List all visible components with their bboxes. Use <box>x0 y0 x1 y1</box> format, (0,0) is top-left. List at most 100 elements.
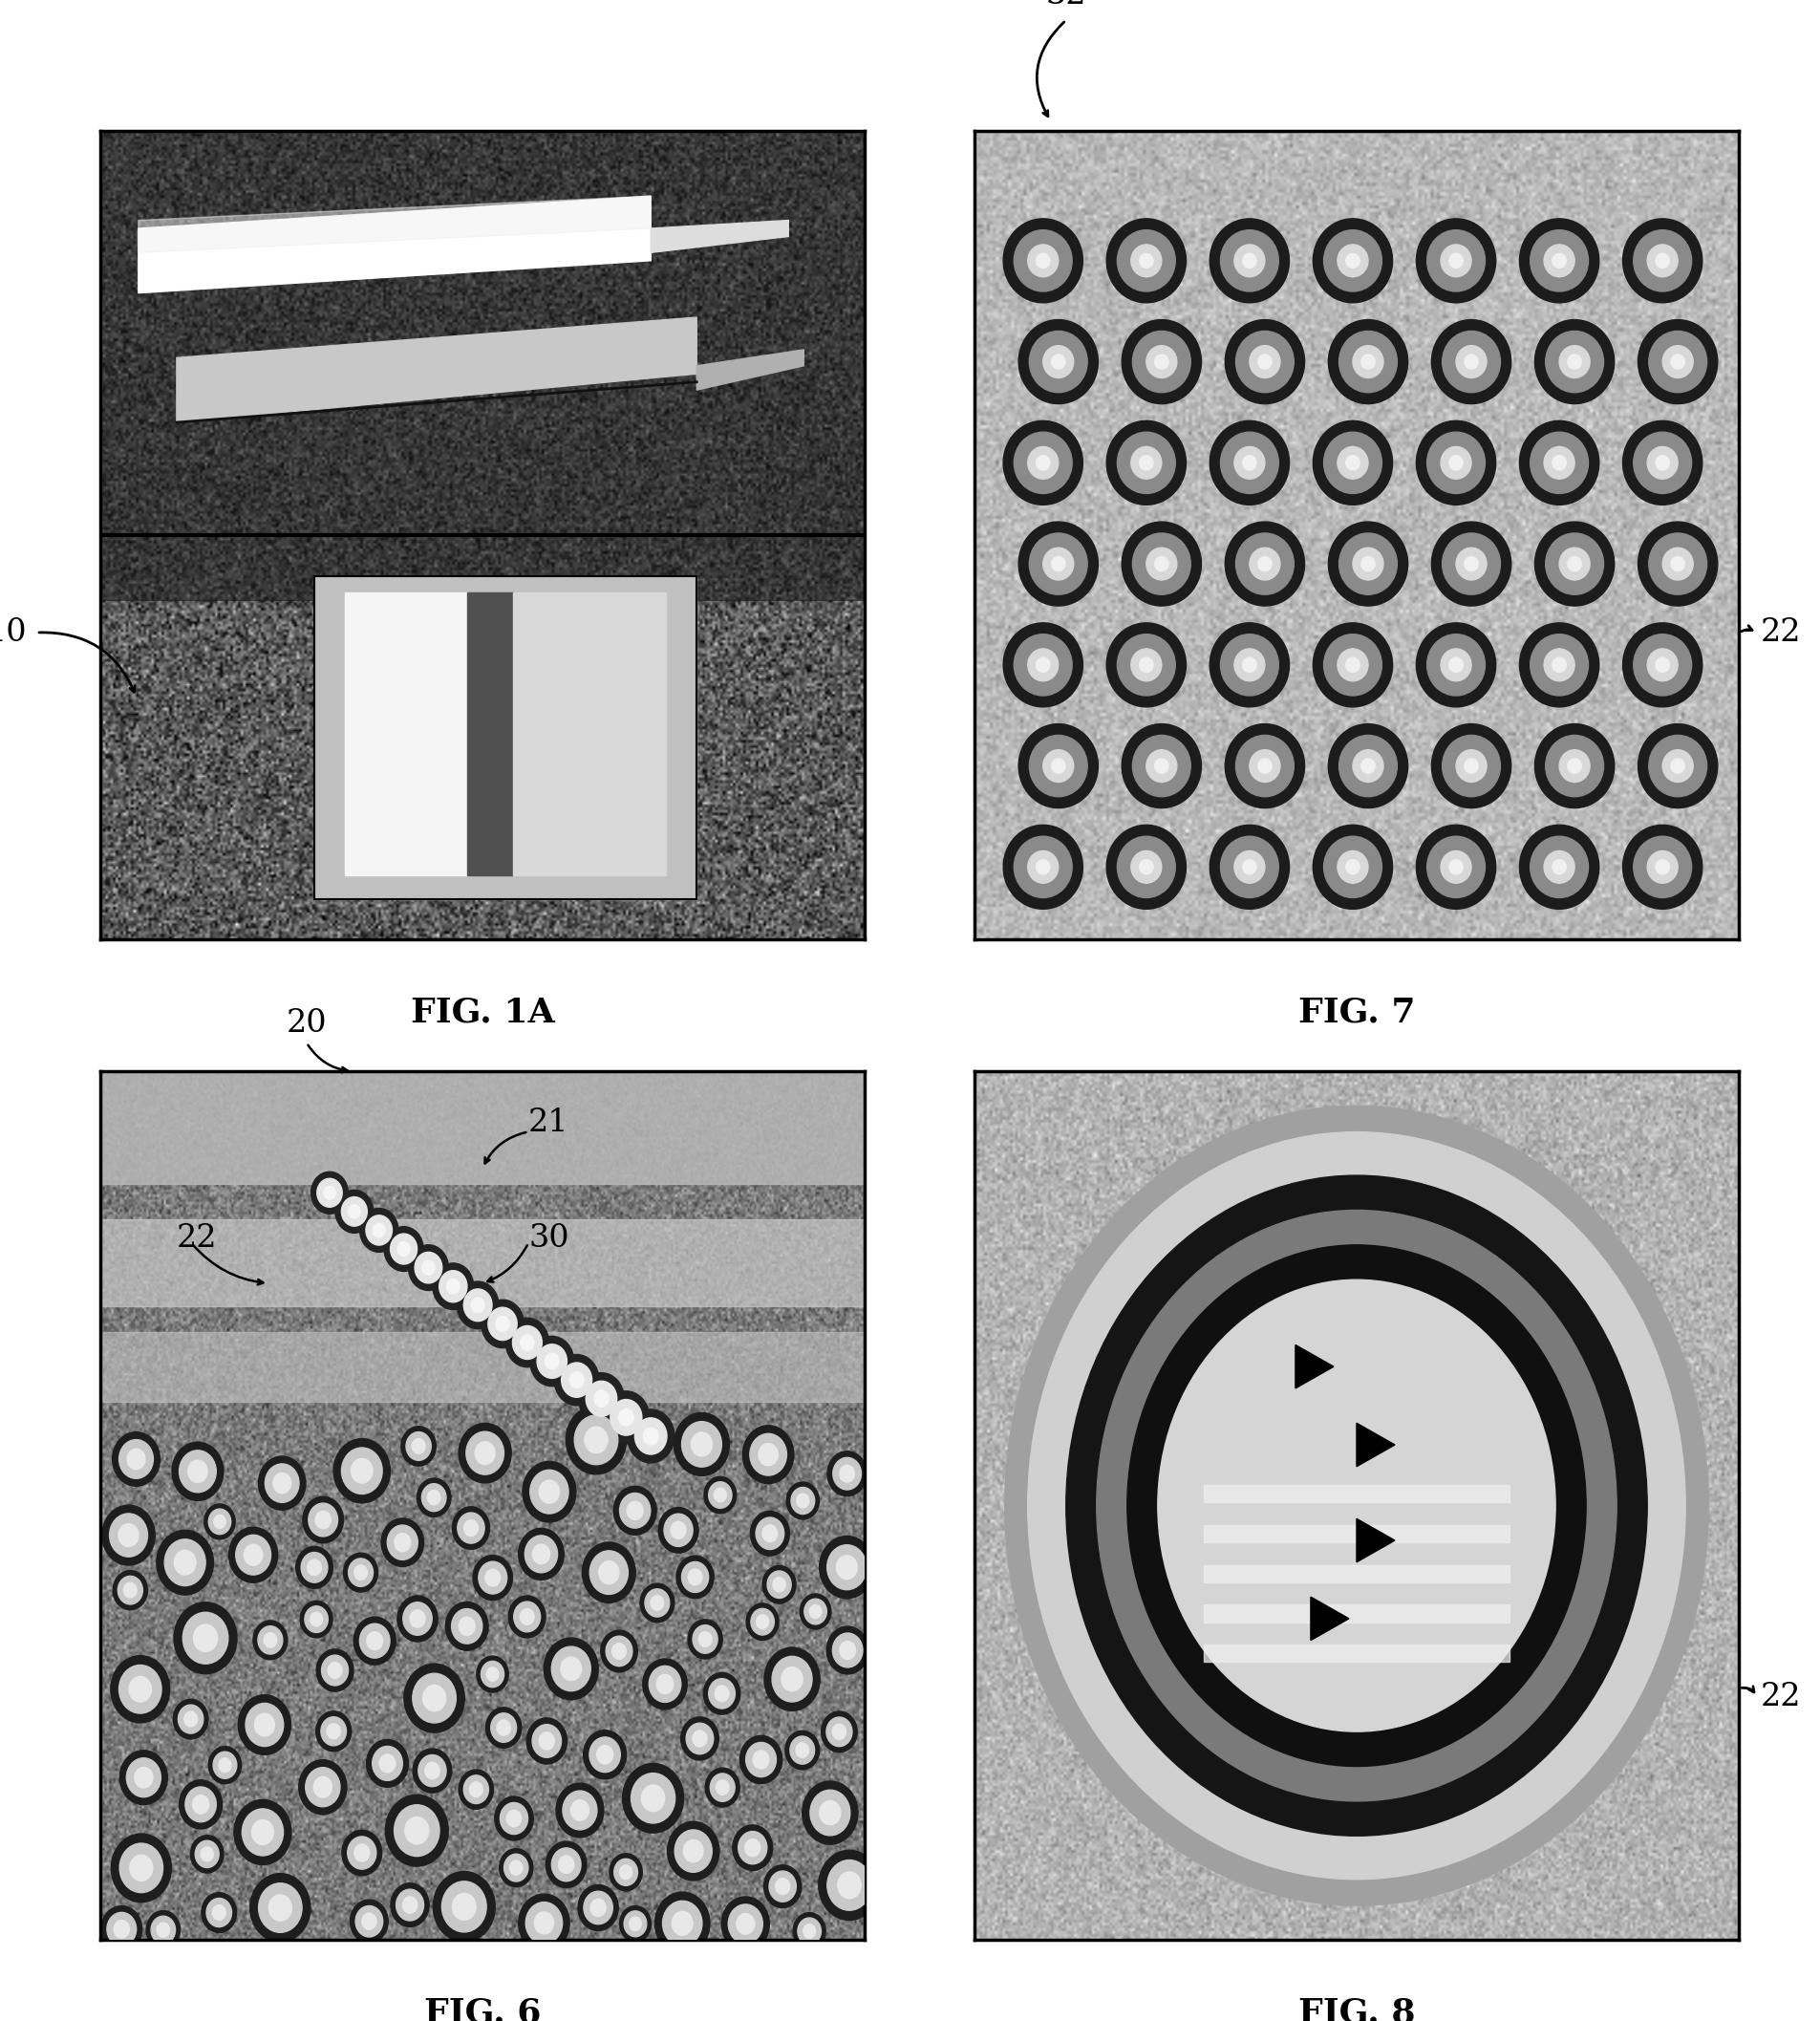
Circle shape <box>202 1892 237 1932</box>
Circle shape <box>1241 455 1256 471</box>
Polygon shape <box>1310 1597 1349 1641</box>
Text: 10: 10 <box>0 616 27 649</box>
Circle shape <box>1427 432 1485 493</box>
Circle shape <box>1130 851 1161 883</box>
Circle shape <box>1028 331 1087 392</box>
Circle shape <box>1323 432 1381 493</box>
Circle shape <box>1234 447 1265 479</box>
Circle shape <box>1338 736 1396 796</box>
Circle shape <box>457 1512 484 1544</box>
Text: 22: 22 <box>177 1223 217 1253</box>
Circle shape <box>1567 354 1580 370</box>
Circle shape <box>1336 851 1367 883</box>
Circle shape <box>713 1487 726 1502</box>
Circle shape <box>832 1457 861 1489</box>
Circle shape <box>544 1637 599 1700</box>
Circle shape <box>1654 859 1669 875</box>
Circle shape <box>1633 635 1691 695</box>
Circle shape <box>1518 825 1598 909</box>
Circle shape <box>1456 750 1485 782</box>
Circle shape <box>784 1730 819 1770</box>
Circle shape <box>673 1413 730 1475</box>
Circle shape <box>442 1882 486 1932</box>
Circle shape <box>417 1477 451 1518</box>
Circle shape <box>1327 521 1407 606</box>
Circle shape <box>102 1906 142 1952</box>
Circle shape <box>218 1758 231 1772</box>
Circle shape <box>622 1764 682 1833</box>
Circle shape <box>349 1900 388 1942</box>
Circle shape <box>500 1803 528 1835</box>
Circle shape <box>1427 837 1485 897</box>
Circle shape <box>559 1855 573 1873</box>
Circle shape <box>786 1481 819 1520</box>
Circle shape <box>511 1326 542 1360</box>
Circle shape <box>746 1603 779 1641</box>
Circle shape <box>1654 657 1669 673</box>
Circle shape <box>328 1663 342 1677</box>
Circle shape <box>1647 245 1676 277</box>
Circle shape <box>298 1760 346 1815</box>
Circle shape <box>107 1912 136 1946</box>
Circle shape <box>451 1508 490 1550</box>
Text: FIG. 1A: FIG. 1A <box>410 996 555 1029</box>
Circle shape <box>309 1613 322 1627</box>
Circle shape <box>1208 218 1289 303</box>
Circle shape <box>402 1603 431 1635</box>
Bar <box>1203 1645 1509 1661</box>
Bar <box>513 592 666 875</box>
Circle shape <box>1258 758 1270 774</box>
Circle shape <box>641 1785 664 1811</box>
Circle shape <box>306 1768 340 1807</box>
Circle shape <box>1622 825 1702 909</box>
Circle shape <box>1036 657 1050 673</box>
Circle shape <box>1236 534 1294 594</box>
Circle shape <box>380 1518 424 1566</box>
Circle shape <box>400 1427 435 1465</box>
Circle shape <box>584 1427 608 1453</box>
Circle shape <box>300 1552 328 1582</box>
Circle shape <box>795 1494 808 1508</box>
Circle shape <box>832 1724 846 1740</box>
Circle shape <box>1518 218 1598 303</box>
Circle shape <box>1352 346 1383 378</box>
Circle shape <box>273 1473 291 1494</box>
Circle shape <box>495 1316 510 1332</box>
Circle shape <box>126 1758 160 1797</box>
Circle shape <box>191 1835 224 1873</box>
Circle shape <box>635 1419 666 1455</box>
Circle shape <box>686 1724 713 1754</box>
Circle shape <box>1234 649 1265 681</box>
Circle shape <box>464 1289 491 1322</box>
Circle shape <box>1130 447 1161 479</box>
Circle shape <box>1338 331 1396 392</box>
Circle shape <box>249 1873 309 1942</box>
Circle shape <box>459 1423 511 1483</box>
Circle shape <box>333 1439 389 1504</box>
Circle shape <box>1545 736 1603 796</box>
Circle shape <box>1003 218 1083 303</box>
Circle shape <box>566 1405 626 1473</box>
Circle shape <box>835 1556 857 1578</box>
Text: 21: 21 <box>528 1108 568 1138</box>
Circle shape <box>342 1447 382 1494</box>
Circle shape <box>551 1647 590 1692</box>
Circle shape <box>1456 548 1485 580</box>
Circle shape <box>246 1704 284 1746</box>
Circle shape <box>546 1841 586 1888</box>
Circle shape <box>315 1512 331 1528</box>
Circle shape <box>732 1825 772 1871</box>
Circle shape <box>1463 556 1478 572</box>
Circle shape <box>1014 230 1072 291</box>
Circle shape <box>480 1300 524 1348</box>
Circle shape <box>1440 245 1471 277</box>
Circle shape <box>668 1821 719 1880</box>
Circle shape <box>1017 724 1097 808</box>
Circle shape <box>1312 825 1392 909</box>
Circle shape <box>626 1409 673 1463</box>
Circle shape <box>530 1336 573 1386</box>
Bar <box>100 1219 864 1306</box>
Circle shape <box>1139 455 1152 471</box>
Circle shape <box>681 1421 721 1467</box>
Circle shape <box>819 1536 874 1599</box>
